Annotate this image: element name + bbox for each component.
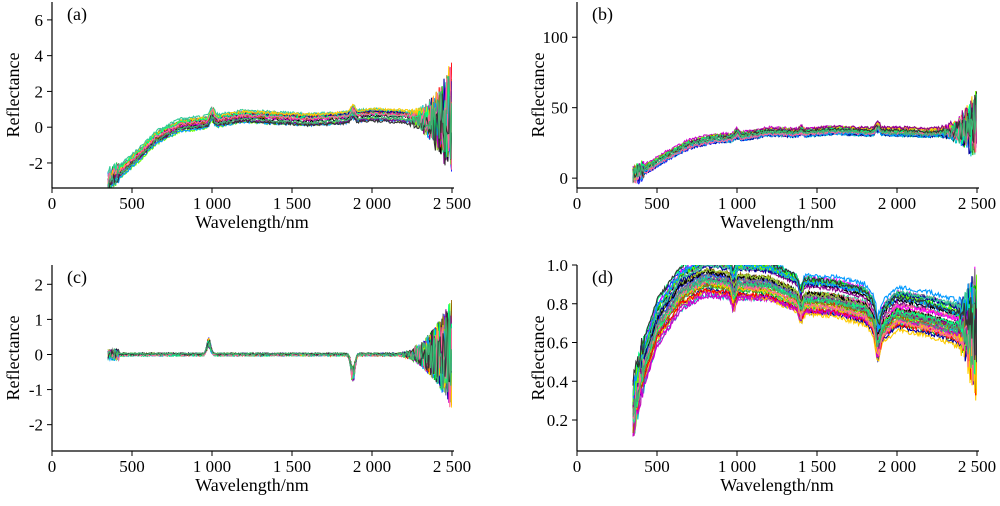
spectrum-line <box>632 265 977 404</box>
y-tick-label: 0.4 <box>547 372 569 391</box>
x-axis-label: Wavelength/nm <box>720 212 834 232</box>
spectrum-line <box>632 98 977 184</box>
x-tick-label: 0 <box>573 457 582 476</box>
spectrum-line <box>108 93 452 188</box>
x-tick-label: 2 000 <box>353 194 391 213</box>
y-axis-label: Reflectance <box>3 316 23 401</box>
spectrum-line <box>632 99 977 181</box>
spectrum-line <box>107 312 452 406</box>
x-tick-label: 0 <box>48 457 57 476</box>
y-tick-label: 0.8 <box>547 295 568 314</box>
spectrum-line <box>107 313 452 403</box>
spectrum-line <box>632 96 977 185</box>
spectrum-line <box>107 309 452 390</box>
series-group <box>107 62 452 188</box>
x-tick-label: 1 000 <box>193 457 231 476</box>
y-tick-label: 0 <box>35 345 44 364</box>
x-tick-label: 500 <box>119 457 145 476</box>
spectrum-line <box>107 67 452 186</box>
x-tick-label: 0 <box>573 194 582 213</box>
spectrum-line <box>632 108 977 174</box>
x-tick-label: 500 <box>119 194 145 213</box>
x-tick-label: 2 000 <box>353 457 391 476</box>
spectrum-line <box>107 326 452 408</box>
x-tick-label: 1 500 <box>273 457 311 476</box>
series-group <box>107 299 452 408</box>
y-tick-label: 0.6 <box>547 334 568 353</box>
y-axis-label: Reflectance <box>528 53 548 138</box>
spectrum-line <box>632 93 977 181</box>
panel-tag: (c) <box>67 267 87 288</box>
spectrum-line <box>107 76 452 182</box>
x-tick-label: 1 000 <box>193 194 231 213</box>
spectrum-line <box>632 98 977 178</box>
y-tick-label: 2 <box>35 82 44 101</box>
x-tick-label: 2 500 <box>433 194 471 213</box>
x-tick-label: 2 000 <box>878 194 916 213</box>
spectrum-line <box>107 307 452 396</box>
panel-b: 0 500 1 000 1 500 2 000 2 500 0 50 100 Wavelength… <box>528 2 996 232</box>
spectrum-line <box>107 315 452 400</box>
x-tick-label: 500 <box>644 194 670 213</box>
spectrum-line <box>107 78 452 188</box>
spectrum-line <box>107 312 452 408</box>
y-axis-label: Reflectance <box>528 316 548 401</box>
panel-tag: (b) <box>592 4 613 25</box>
x-tick-label: 0 <box>48 194 57 213</box>
y-tick-label: 50 <box>551 99 568 118</box>
spectrum-line <box>632 290 977 437</box>
x-tick-label: 1 500 <box>798 194 836 213</box>
spectrum-line <box>107 66 452 184</box>
y-tick-label: 2 <box>35 275 44 294</box>
spectrum-line <box>107 326 452 393</box>
x-tick-label: 1 500 <box>273 194 311 213</box>
x-tick-label: 2 500 <box>433 457 471 476</box>
spectrum-line <box>632 265 977 386</box>
x-tick-label: 2 500 <box>958 457 996 476</box>
spectrum-line <box>107 311 452 383</box>
y-tick-label: 6 <box>35 11 44 30</box>
x-axis-label: Wavelength/nm <box>720 475 834 495</box>
panel-a: 0 500 1 000 1 500 2 000 2 500 -2 0 2 4 6 Wavelength… <box>3 2 471 232</box>
series-group <box>632 90 977 185</box>
y-tick-label: 1.0 <box>547 256 568 275</box>
x-tick-label: 2 000 <box>878 457 916 476</box>
spectrum-line <box>632 288 977 432</box>
y-tick-label: 0 <box>560 169 569 188</box>
panel-tag: (d) <box>592 267 613 288</box>
panel-d: 0 500 1 000 1 500 2 000 2 500 0.2 0.4 0.6 0.8 1.0 W… <box>528 256 996 495</box>
spectrum-line <box>107 76 452 188</box>
spectrum-line <box>632 265 977 401</box>
series-group <box>632 265 977 437</box>
y-tick-label: -2 <box>29 416 43 435</box>
spectrum-line <box>107 66 452 183</box>
x-tick-label: 1 500 <box>798 457 836 476</box>
y-tick-label: 0 <box>35 118 44 137</box>
y-tick-label: 4 <box>35 47 44 66</box>
y-tick-label: -2 <box>29 154 43 173</box>
y-tick-label: 100 <box>543 28 569 47</box>
x-tick-label: 1 000 <box>718 457 756 476</box>
spectrum-line <box>632 96 977 180</box>
y-tick-label: -1 <box>29 381 43 400</box>
panel-c: 0 500 1 000 1 500 2 000 2 500 -2 -1 0 1 2 Wavelengt… <box>3 265 471 495</box>
spectrum-line <box>107 304 452 392</box>
x-axis-label: Wavelength/nm <box>195 212 309 232</box>
x-tick-label: 1 000 <box>718 194 756 213</box>
x-tick-label: 2 500 <box>958 194 996 213</box>
y-axis-label: Reflectance <box>3 53 23 138</box>
x-axis-label: Wavelength/nm <box>195 475 309 495</box>
spectrum-line <box>632 110 977 184</box>
panel-tag: (a) <box>67 4 87 25</box>
spectrum-line <box>107 327 452 393</box>
spectrum-line <box>107 310 452 393</box>
y-tick-label: 1 <box>35 310 44 329</box>
spectrum-line <box>107 299 452 385</box>
spectrum-line <box>107 330 452 394</box>
y-tick-label: 0.2 <box>547 411 568 430</box>
spectrum-line <box>632 275 977 416</box>
x-tick-label: 500 <box>644 457 670 476</box>
